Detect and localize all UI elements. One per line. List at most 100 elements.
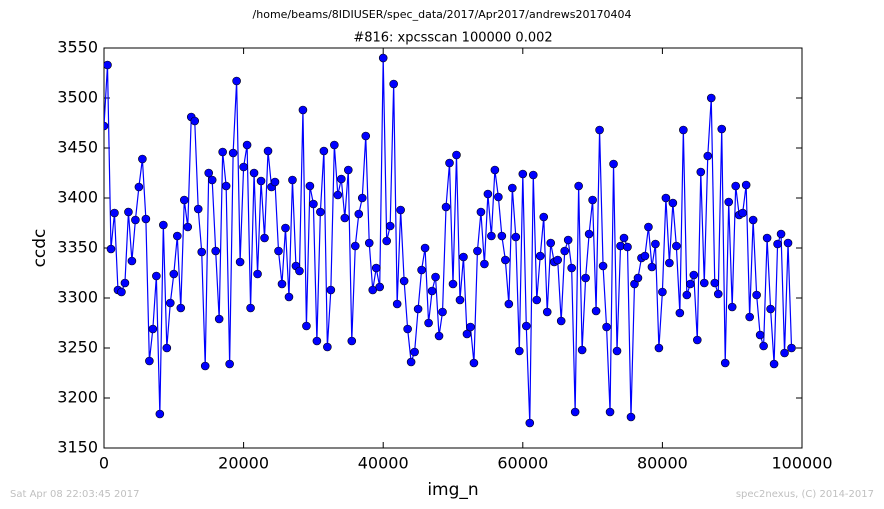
y-tick-label: 3450	[57, 138, 98, 157]
data-point	[204, 168, 213, 178]
data-point	[260, 233, 269, 243]
data-point	[274, 246, 283, 256]
data-point	[281, 223, 290, 233]
data-point	[692, 335, 702, 345]
data-point	[277, 279, 287, 289]
x-tick-label: 0	[99, 454, 109, 473]
data-point	[535, 251, 545, 261]
data-point	[469, 358, 479, 368]
data-point	[131, 215, 140, 225]
data-point	[316, 207, 325, 217]
data-point	[172, 231, 182, 241]
data-point	[424, 318, 433, 328]
data-point	[720, 358, 730, 368]
data-point	[661, 193, 671, 203]
data-point	[155, 409, 165, 419]
data-point	[574, 181, 583, 191]
data-point	[776, 229, 786, 239]
data-point	[612, 346, 622, 356]
data-point	[633, 273, 643, 283]
data-point	[295, 266, 304, 276]
data-point	[337, 174, 346, 184]
data-point	[427, 286, 437, 296]
data-point	[193, 204, 203, 214]
data-point	[190, 116, 200, 126]
data-point	[104, 121, 109, 131]
data-point	[225, 359, 234, 369]
data-point	[577, 345, 587, 355]
y-axis-label: ccdc	[30, 229, 50, 268]
data-point	[141, 214, 151, 224]
data-point	[787, 343, 796, 353]
data-point	[302, 321, 311, 331]
data-point	[152, 271, 161, 281]
data-point	[159, 220, 168, 230]
data-point	[623, 242, 632, 252]
data-point	[490, 165, 500, 175]
data-point	[431, 272, 440, 282]
data-point	[375, 282, 385, 292]
data-point	[211, 246, 220, 256]
data-point	[588, 195, 597, 205]
data-point	[288, 175, 297, 185]
data-point	[542, 307, 552, 317]
data-point	[378, 53, 388, 63]
data-point	[166, 298, 175, 308]
data-point	[179, 195, 189, 205]
data-point	[759, 341, 768, 351]
data-point	[319, 146, 329, 156]
data-point	[305, 181, 315, 191]
data-point	[448, 279, 458, 289]
data-point	[256, 176, 266, 186]
data-point	[521, 321, 531, 331]
data-point	[658, 287, 667, 297]
y-tick-label: 3300	[57, 288, 98, 307]
data-point	[183, 222, 193, 232]
data-point	[462, 329, 472, 339]
data-point	[403, 324, 412, 334]
data-point	[162, 343, 172, 353]
data-point	[438, 307, 447, 317]
data-point	[508, 183, 517, 193]
data-point	[501, 255, 510, 265]
data-point	[682, 290, 692, 300]
data-point	[104, 60, 112, 70]
data-point	[455, 295, 465, 305]
data-point	[665, 258, 674, 268]
x-axis-label: img_n	[427, 480, 478, 500]
data-point	[347, 336, 357, 346]
data-point	[357, 193, 367, 203]
data-point	[263, 146, 273, 156]
x-tick-label: 60000	[497, 454, 548, 473]
data-point	[752, 290, 761, 300]
data-point	[497, 231, 507, 241]
y-tick-label: 3500	[57, 88, 98, 107]
data-point	[235, 257, 245, 267]
data-point	[361, 131, 371, 141]
data-point	[713, 289, 723, 299]
x-tick-label: 100000	[771, 454, 832, 473]
data-point	[710, 278, 720, 288]
data-point	[686, 279, 695, 289]
data-point	[197, 247, 207, 257]
header: /home/beams/8IDIUSER/spec_data/2017/Apr2…	[253, 8, 632, 21]
data-point	[326, 285, 336, 295]
x-tick-label: 20000	[218, 454, 269, 473]
y-tick-label: 3200	[57, 388, 98, 407]
data-point	[724, 197, 734, 207]
data-point	[553, 255, 563, 265]
data-point	[487, 231, 496, 241]
data-point	[364, 238, 374, 248]
data-point	[731, 181, 740, 191]
data-point	[626, 412, 636, 422]
data-point	[745, 312, 754, 322]
data-point	[452, 150, 461, 160]
data-point	[567, 263, 576, 273]
data-point	[110, 208, 119, 218]
data-point	[563, 235, 573, 245]
data-point	[323, 342, 332, 352]
y-tick-label: 3350	[57, 238, 98, 257]
data-point	[532, 295, 542, 305]
data-point	[762, 233, 772, 243]
